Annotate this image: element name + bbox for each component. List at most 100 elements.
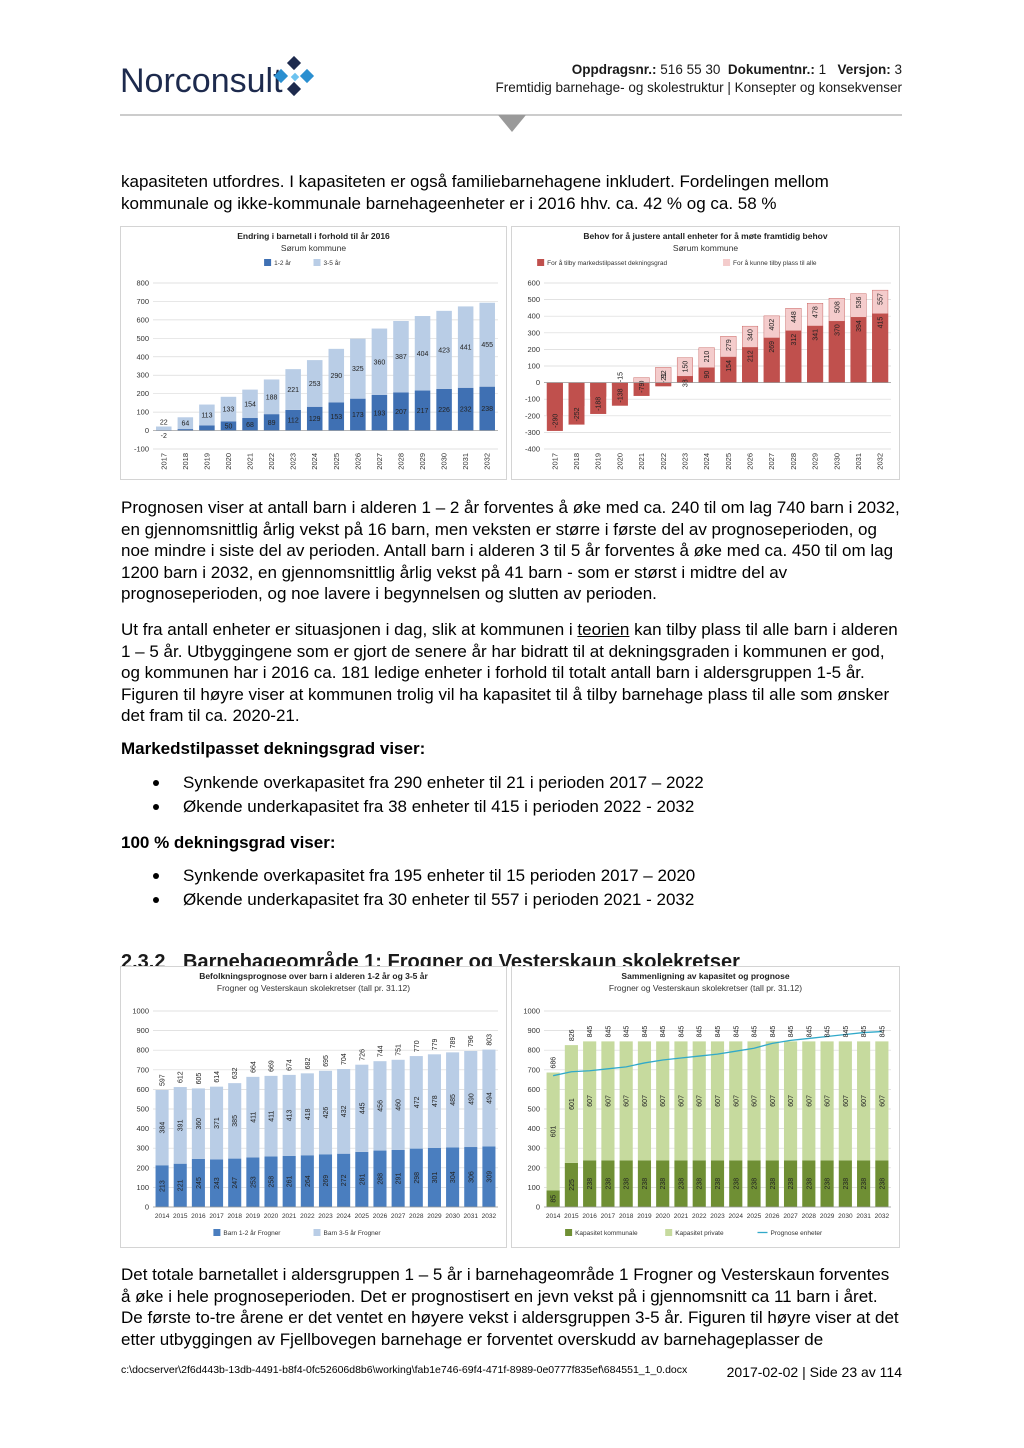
bar	[300, 1073, 314, 1156]
y-tick-label: 0	[536, 378, 540, 387]
value-label: 92	[661, 370, 668, 378]
value-label: 426	[323, 1107, 330, 1119]
x-tick-label: 2031	[854, 453, 863, 470]
bar	[337, 1153, 351, 1207]
bar	[242, 418, 258, 431]
bar	[857, 1041, 871, 1161]
bar	[857, 1160, 871, 1207]
x-tick-label: 2024	[336, 1213, 351, 1220]
value-label: 238	[481, 406, 493, 413]
y-tick-label: 400	[527, 312, 540, 321]
y-tick-label: -300	[525, 428, 540, 437]
total-label: 695	[323, 1055, 330, 1067]
underlined-text: teorien	[577, 620, 630, 639]
y-tick-label: 100	[527, 362, 540, 371]
total-label: 845	[678, 1026, 685, 1038]
bar	[583, 1160, 597, 1207]
y-tick-label: 900	[136, 1026, 149, 1035]
x-tick-label: 2030	[838, 1213, 853, 1220]
logo-text: Norconsult	[120, 62, 283, 100]
x-tick-label: 2031	[461, 453, 470, 470]
x-tick-label: 2028	[396, 453, 405, 470]
header-subtitle: Fremtidig barnehage- og skolestruktur | …	[495, 80, 902, 95]
bar	[409, 1148, 423, 1207]
value-label: -188	[596, 397, 603, 411]
value-label: 536	[856, 297, 863, 309]
bar	[436, 310, 452, 389]
value-label: 607	[733, 1095, 740, 1107]
total-label: 704	[341, 1053, 348, 1065]
value-label: 607	[825, 1095, 832, 1107]
bar	[263, 379, 280, 415]
total-label: 605	[196, 1073, 203, 1085]
x-tick-label: 2026	[373, 1213, 388, 1220]
value-label: 238	[806, 1178, 813, 1190]
value-label: 279	[726, 339, 733, 351]
y-tick-label: 200	[136, 1163, 149, 1172]
bar	[155, 1165, 169, 1207]
x-tick-label: 2017	[550, 453, 559, 470]
chart: Sammenligning av kapasitet og prognose Fr…	[511, 966, 900, 1248]
y-tick-label: 200	[527, 345, 540, 354]
bar	[371, 328, 388, 395]
x-tick-label: 2016	[191, 1213, 206, 1220]
bar	[285, 409, 301, 431]
bar	[177, 417, 194, 430]
bar	[446, 1147, 460, 1207]
value-label: 508	[834, 301, 841, 313]
total-label: 845	[642, 1026, 649, 1038]
value-label: 607	[788, 1095, 795, 1107]
value-label: 22	[160, 419, 168, 426]
legend-swatch	[264, 259, 272, 266]
x-tick-label: 2032	[483, 453, 492, 470]
bar	[765, 1160, 779, 1207]
x-tick-label: 2030	[440, 453, 449, 470]
value-label: 238	[770, 1178, 777, 1190]
x-tick-label: 2021	[674, 1213, 689, 1220]
y-tick-label: 300	[136, 1144, 149, 1153]
value-label: 113	[201, 412, 212, 419]
bar	[264, 1156, 278, 1207]
legend-swatch	[213, 1229, 221, 1236]
bullet-list: Synkende overkapasitet fra 290 enheter t…	[121, 771, 903, 819]
y-tick-label: 600	[136, 315, 149, 324]
y-tick-label: 500	[527, 295, 540, 304]
x-tick-label: 2026	[746, 453, 755, 470]
chart: Befolkningsprognose over barn i alderen …	[120, 966, 507, 1248]
bar	[156, 426, 172, 431]
y-tick-label: 1000	[523, 1007, 540, 1016]
bar	[656, 1160, 670, 1207]
value-label: 269	[323, 1175, 330, 1187]
x-tick-label: 2028	[802, 1213, 817, 1220]
bar	[282, 1074, 296, 1156]
value-label: 232	[460, 407, 472, 414]
legend-label: 3-5 år	[324, 259, 342, 267]
bar	[355, 1151, 369, 1207]
value-label: 243	[214, 1177, 221, 1189]
value-label: 312	[791, 334, 798, 346]
value-label: 306	[468, 1171, 475, 1183]
value-label: 281	[359, 1174, 366, 1186]
bar	[355, 1064, 369, 1152]
x-tick-label: 2020	[655, 1213, 670, 1220]
total-label: 826	[569, 1029, 576, 1041]
value-label: 272	[341, 1174, 348, 1186]
y-tick-label: 400	[527, 1124, 540, 1133]
y-tick-label: 300	[527, 328, 540, 337]
x-tick-label: 2023	[680, 453, 689, 470]
x-tick-label: 2022	[659, 453, 668, 470]
y-tick-label: 800	[527, 1046, 540, 1055]
bar	[457, 306, 474, 388]
y-tick-label: 800	[136, 279, 149, 288]
x-tick-label: 2018	[619, 1213, 634, 1220]
x-tick-label: 2020	[224, 453, 233, 470]
value-label: 238	[587, 1178, 594, 1190]
total-label: 751	[396, 1044, 403, 1056]
x-tick-label: 2031	[464, 1213, 479, 1220]
bar	[337, 1069, 351, 1154]
x-tick-label: 2021	[282, 1213, 297, 1220]
bar	[300, 1155, 314, 1207]
value-label: 557	[878, 293, 885, 305]
y-tick-label: 0	[536, 1203, 540, 1212]
value-label: 238	[624, 1178, 631, 1190]
